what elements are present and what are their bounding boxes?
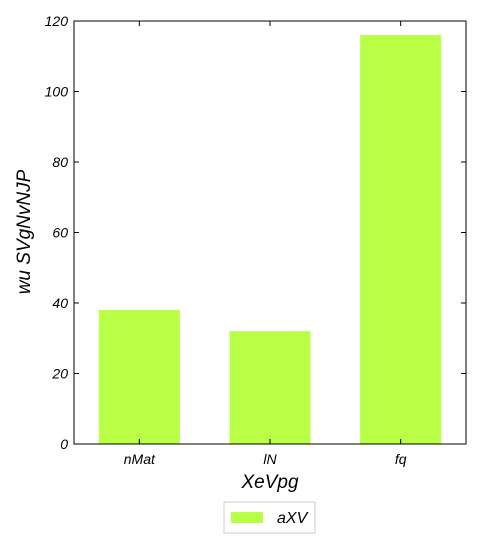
y-tick-label: 0 <box>60 436 68 452</box>
legend-swatch <box>231 512 263 523</box>
x-axis: nMat lN fq <box>124 21 407 467</box>
y-axis: 0 20 40 60 80 100 120 <box>45 13 466 452</box>
bar-lN <box>229 331 311 444</box>
y-tick-label: 120 <box>45 13 69 29</box>
x-tick-label: nMat <box>124 451 156 467</box>
bars-layer <box>98 35 442 444</box>
y-tick-label: 60 <box>52 225 68 241</box>
x-axis-title: XeVpg <box>240 472 298 493</box>
legend: aXV <box>223 501 316 534</box>
y-tick-label: 80 <box>52 154 68 170</box>
x-tick-label: fq <box>395 451 407 467</box>
y-axis-title: wu SVgNvNJP <box>14 169 35 294</box>
y-tick-label: 40 <box>52 295 68 311</box>
y-tick-label: 20 <box>51 366 68 382</box>
y-tick-label: 100 <box>45 84 69 100</box>
legend-box <box>223 501 316 534</box>
x-tick-label: lN <box>263 451 277 467</box>
bar-fq <box>360 35 442 444</box>
bar-nMat <box>98 310 180 444</box>
legend-label: aXV <box>277 510 309 527</box>
